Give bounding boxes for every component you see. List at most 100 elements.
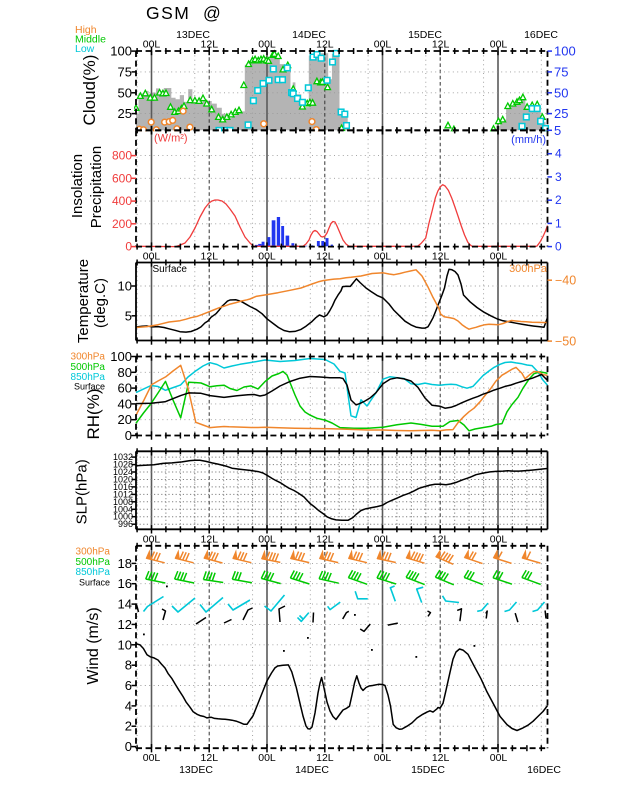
svg-text:00L: 00L	[374, 534, 392, 546]
svg-text:50: 50	[554, 85, 568, 100]
svg-text:300hPa: 300hPa	[509, 263, 548, 275]
svg-text:12L: 12L	[316, 752, 334, 764]
svg-text:(mm/h): (mm/h)	[511, 134, 546, 146]
svg-text:25: 25	[554, 106, 568, 121]
svg-text:0: 0	[125, 240, 132, 254]
svg-text:500hPa: 500hPa	[71, 362, 106, 373]
svg-text:GSM: GSM	[146, 3, 190, 23]
svg-text:00L: 00L	[258, 534, 276, 546]
svg-text:12L: 12L	[316, 251, 334, 263]
svg-text:60: 60	[118, 381, 132, 396]
svg-text:−40: −40	[555, 274, 576, 288]
svg-text:16DEC: 16DEC	[524, 29, 558, 41]
svg-text:12L: 12L	[316, 534, 334, 546]
svg-text:SLP(hPa): SLP(hPa)	[74, 459, 91, 524]
svg-text:1024: 1024	[113, 467, 133, 477]
svg-text:2: 2	[125, 719, 132, 734]
svg-text:00L: 00L	[374, 39, 392, 51]
svg-text:12L: 12L	[432, 534, 450, 546]
svg-text:13DEC: 13DEC	[176, 29, 210, 41]
svg-text:75: 75	[118, 64, 132, 79]
svg-text:14DEC: 14DEC	[292, 29, 326, 41]
svg-text:850hPa: 850hPa	[71, 372, 106, 383]
svg-text:75: 75	[554, 64, 568, 79]
svg-text:4: 4	[125, 698, 132, 713]
svg-text:1008: 1008	[113, 497, 133, 507]
svg-text:00L: 00L	[490, 534, 508, 546]
svg-text:3: 3	[555, 170, 562, 184]
svg-text:100: 100	[554, 44, 576, 59]
svg-text:High: High	[75, 24, 97, 36]
svg-text:600: 600	[112, 171, 132, 185]
svg-text:0: 0	[125, 739, 132, 754]
svg-text:100: 100	[110, 349, 132, 364]
svg-text:12L: 12L	[432, 251, 450, 263]
svg-text:5: 5	[125, 308, 132, 323]
svg-text:13DEC: 13DEC	[179, 764, 213, 776]
svg-text:10: 10	[118, 279, 132, 294]
svg-text:0: 0	[555, 240, 562, 254]
svg-text:25: 25	[118, 106, 132, 121]
svg-text:6: 6	[125, 678, 132, 693]
svg-text:−50: −50	[555, 335, 576, 349]
svg-text:00L: 00L	[490, 752, 508, 764]
svg-text:20: 20	[118, 412, 132, 427]
svg-text:00L: 00L	[258, 39, 276, 51]
svg-text:00L: 00L	[374, 752, 392, 764]
svg-text:00L: 00L	[143, 752, 161, 764]
svg-text:18: 18	[118, 556, 132, 571]
svg-text:Middle: Middle	[75, 34, 106, 46]
svg-text:10: 10	[118, 637, 132, 652]
svg-text:4: 4	[555, 147, 562, 161]
svg-text:12L: 12L	[201, 534, 219, 546]
svg-text:12L: 12L	[432, 39, 450, 51]
svg-text:Precipitation: Precipitation	[88, 146, 105, 229]
svg-text:800: 800	[112, 149, 132, 163]
svg-text:(W/m²): (W/m²)	[154, 133, 188, 145]
svg-text:00L: 00L	[143, 251, 161, 263]
svg-text:1012: 1012	[113, 489, 133, 499]
svg-text:50: 50	[118, 85, 132, 100]
svg-text:Insolation: Insolation	[69, 154, 86, 218]
svg-text:8: 8	[125, 658, 132, 673]
svg-text:15DEC: 15DEC	[411, 764, 445, 776]
svg-text:12L: 12L	[201, 752, 219, 764]
svg-text:850hPa: 850hPa	[76, 567, 111, 578]
svg-text:1004: 1004	[113, 504, 133, 514]
svg-text:200: 200	[112, 217, 132, 231]
svg-text:00L: 00L	[258, 752, 276, 764]
svg-text:1028: 1028	[113, 460, 133, 470]
svg-text:1016: 1016	[113, 482, 133, 492]
svg-text:RH(%): RH(%)	[84, 389, 103, 440]
svg-text:1000: 1000	[113, 512, 133, 522]
svg-text:80: 80	[118, 365, 132, 380]
svg-text:100: 100	[110, 44, 132, 59]
svg-text:14: 14	[118, 597, 132, 612]
svg-text:0: 0	[125, 428, 132, 443]
svg-text:Surface: Surface	[79, 577, 110, 587]
svg-text:300hPa: 300hPa	[71, 352, 106, 363]
svg-text:500hPa: 500hPa	[76, 557, 111, 568]
svg-text:1: 1	[555, 216, 562, 230]
svg-text:Cloud(%): Cloud(%)	[80, 55, 99, 126]
svg-text:(deg.C): (deg.C)	[92, 278, 109, 328]
svg-text:16: 16	[118, 576, 132, 591]
svg-text:14DEC: 14DEC	[295, 764, 329, 776]
svg-text:12L: 12L	[316, 39, 334, 51]
svg-text:00L: 00L	[490, 39, 508, 51]
svg-text:12L: 12L	[432, 752, 450, 764]
svg-text:12: 12	[118, 617, 132, 632]
svg-text:00L: 00L	[143, 534, 161, 546]
svg-text:@: @	[203, 3, 221, 23]
svg-text:12L: 12L	[201, 39, 219, 51]
svg-text:40: 40	[118, 396, 132, 411]
svg-text:Low: Low	[75, 43, 95, 55]
svg-text:Surface: Surface	[153, 264, 188, 275]
svg-text:00L: 00L	[258, 251, 276, 263]
svg-text:1032: 1032	[113, 452, 133, 462]
svg-text:5: 5	[554, 123, 561, 138]
svg-text:1020: 1020	[113, 475, 133, 485]
svg-text:2: 2	[555, 193, 562, 207]
svg-text:300hPa: 300hPa	[76, 547, 111, 558]
svg-text:Surface: Surface	[74, 382, 105, 392]
